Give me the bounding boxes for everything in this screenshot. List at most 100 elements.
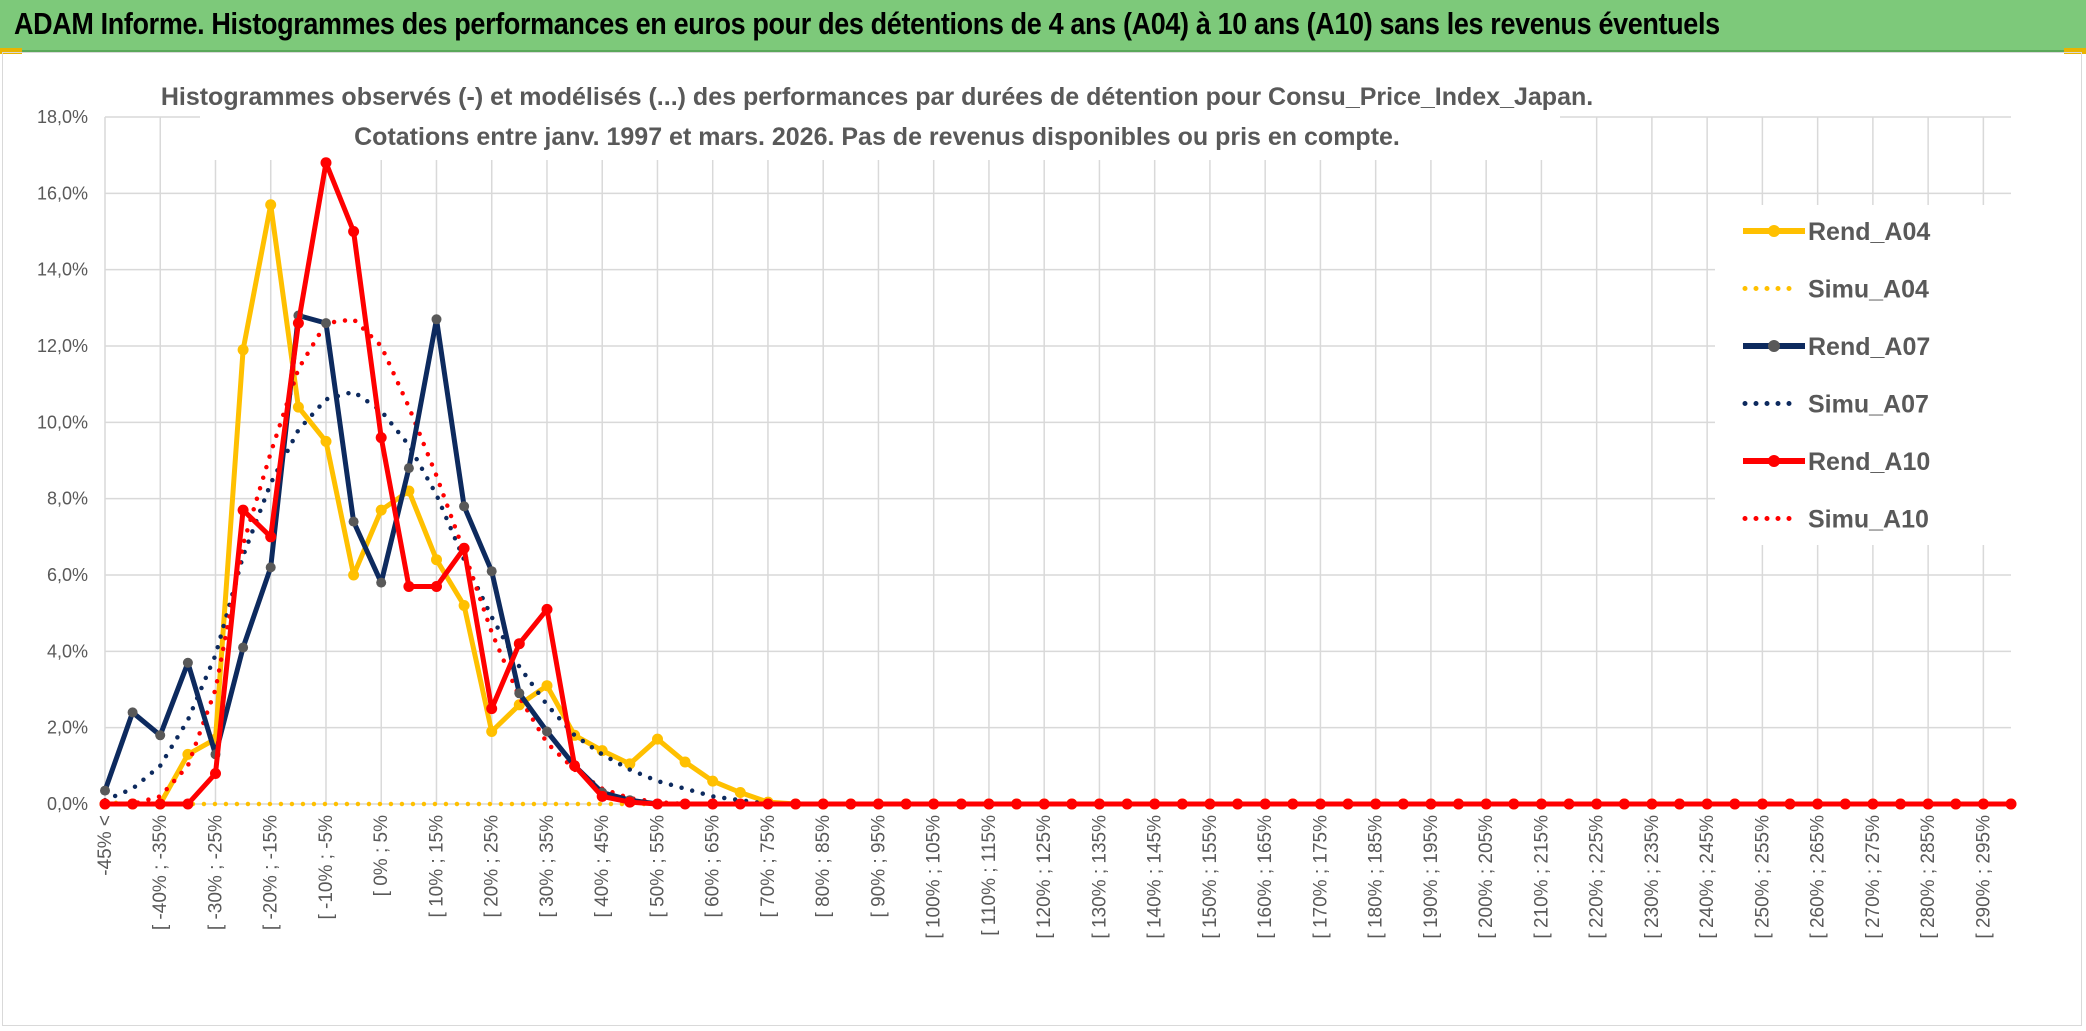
- data-point: [1563, 798, 1575, 810]
- data-point: [1591, 798, 1603, 810]
- data-point: [624, 758, 636, 770]
- data-point: [431, 554, 442, 566]
- data-point: [1756, 798, 1768, 810]
- legend-item-rend-a10: Rend_A10: [1743, 448, 1930, 476]
- data-point: [1646, 798, 1658, 810]
- data-point: [321, 318, 331, 329]
- legend-label: Rend_A04: [1808, 218, 1930, 246]
- data-point: [348, 226, 360, 237]
- y-tick-label: 14,0%: [37, 260, 88, 280]
- data-point: [375, 432, 387, 444]
- data-point: [100, 785, 110, 796]
- data-point: [486, 726, 498, 737]
- x-tick-label: [ 150% ; 155%: [1200, 815, 1221, 939]
- x-tick-label: [ 20% ; 25%: [482, 815, 503, 918]
- data-point: [983, 798, 995, 810]
- x-tick-label: [ 100% ; 105%: [924, 815, 945, 939]
- data-point: [1895, 798, 1906, 810]
- legend-label: Simu_A04: [1808, 276, 1929, 304]
- data-point: [320, 157, 332, 169]
- x-tick-label: [ 50% ; 55%: [647, 815, 668, 918]
- data-point: [1038, 798, 1050, 810]
- x-tick-label: [ -20% ; -15%: [261, 815, 282, 930]
- data-point: [1701, 798, 1713, 810]
- data-point: [1066, 798, 1078, 810]
- data-point: [1535, 798, 1547, 810]
- data-point: [679, 798, 691, 810]
- x-tick-label: [ 290% ; 295%: [1973, 815, 1994, 939]
- series-rend-a10: [99, 157, 2017, 810]
- x-tick-label: [ 180% ; 185%: [1366, 815, 1387, 939]
- y-tick-label: 16,0%: [37, 183, 88, 203]
- x-tick-label: [ 160% ; 165%: [1255, 815, 1276, 939]
- report-title: ADAM Informe. Histogrammes des performan…: [14, 6, 1720, 41]
- data-point: [1259, 798, 1271, 810]
- data-point: [1232, 798, 1244, 810]
- data-point: [1176, 798, 1188, 810]
- x-tick-label: [ 110% ; 115%: [979, 815, 1000, 936]
- data-point: [1618, 798, 1630, 810]
- legend-label: Rend_A07: [1808, 333, 1930, 361]
- x-tick-label: [ 140% ; 145%: [1145, 815, 1166, 939]
- data-point: [1093, 798, 1105, 810]
- data-point: [1674, 798, 1685, 810]
- data-point: [955, 798, 967, 810]
- x-tick-label: [ 220% ; 225%: [1587, 815, 1608, 939]
- x-tick-label: -45% <: [95, 815, 116, 876]
- series-simu-a04: [102, 799, 2014, 807]
- y-tick-label: 18,0%: [37, 107, 88, 127]
- y-tick-label: 2,0%: [47, 718, 88, 738]
- x-tick-label: [ 250% ; 255%: [1752, 815, 1773, 939]
- chart-legend: Rend_A04 Simu_A04 Rend_A07 Simu_A07 Rend_A10…: [1742, 218, 1930, 534]
- data-point: [292, 317, 304, 329]
- data-point: [734, 787, 746, 798]
- data-point: [1370, 798, 1382, 810]
- data-point: [1812, 798, 1824, 810]
- data-point: [2005, 798, 2017, 810]
- chart-title: Histogrammes observés (-) et modélisés (…: [161, 83, 1593, 111]
- legend-marker: [1768, 340, 1780, 352]
- data-point: [1011, 798, 1023, 810]
- data-point: [1287, 798, 1299, 810]
- data-point: [762, 798, 774, 810]
- x-tick-label: [ 80% ; 85%: [813, 815, 834, 918]
- x-tick-label: [ -10% ; -5%: [316, 815, 337, 920]
- data-point: [900, 798, 912, 810]
- legend-label: Rend_A10: [1808, 448, 1930, 476]
- data-point: [872, 798, 884, 810]
- legend-item-simu-a10: Simu_A10: [1742, 506, 1929, 534]
- x-tick-label: [ 120% ; 125%: [1034, 815, 1055, 939]
- data-point: [375, 504, 387, 516]
- x-tick-label: [ 210% ; 215%: [1531, 815, 1552, 939]
- data-point: [1480, 798, 1492, 810]
- x-tick-label: [ 170% ; 175%: [1310, 815, 1331, 939]
- data-point: [734, 798, 746, 810]
- x-tick-label: [ 260% ; 265%: [1808, 815, 1829, 939]
- data-point: [679, 756, 691, 768]
- x-tick-label: [ 280% ; 285%: [1918, 815, 1939, 939]
- data-point: [542, 726, 552, 737]
- y-tick-label: 8,0%: [47, 489, 88, 509]
- data-point: [1425, 798, 1437, 810]
- y-tick-label: 4,0%: [47, 641, 88, 661]
- data-point: [707, 798, 719, 810]
- legend-item-simu-a04: Simu_A04: [1742, 276, 1929, 304]
- data-point: [265, 199, 277, 211]
- data-point: [1977, 798, 1989, 810]
- chart-title-backdrop: [200, 80, 1560, 160]
- x-tick-label: [ 200% ; 205%: [1476, 815, 1497, 939]
- y-tick-label: 10,0%: [37, 412, 88, 432]
- data-point: [348, 516, 359, 527]
- x-tick-label: [ 230% ; 235%: [1642, 815, 1663, 939]
- data-point: [1149, 798, 1161, 810]
- x-tick-label: [ 0% ; 5%: [371, 815, 392, 896]
- data-point: [238, 642, 249, 653]
- data-point: [127, 707, 138, 718]
- x-tick-label: [ 70% ; 75%: [758, 815, 779, 918]
- data-point: [127, 798, 139, 810]
- y-axis-ticks: 0,0% 2,0% 4,0% 6,0% 8,0% 10,0% 12,0% 14,0% 16,0%…: [37, 107, 88, 814]
- data-point: [486, 703, 498, 715]
- data-point: [1204, 798, 1216, 810]
- data-point: [320, 435, 332, 447]
